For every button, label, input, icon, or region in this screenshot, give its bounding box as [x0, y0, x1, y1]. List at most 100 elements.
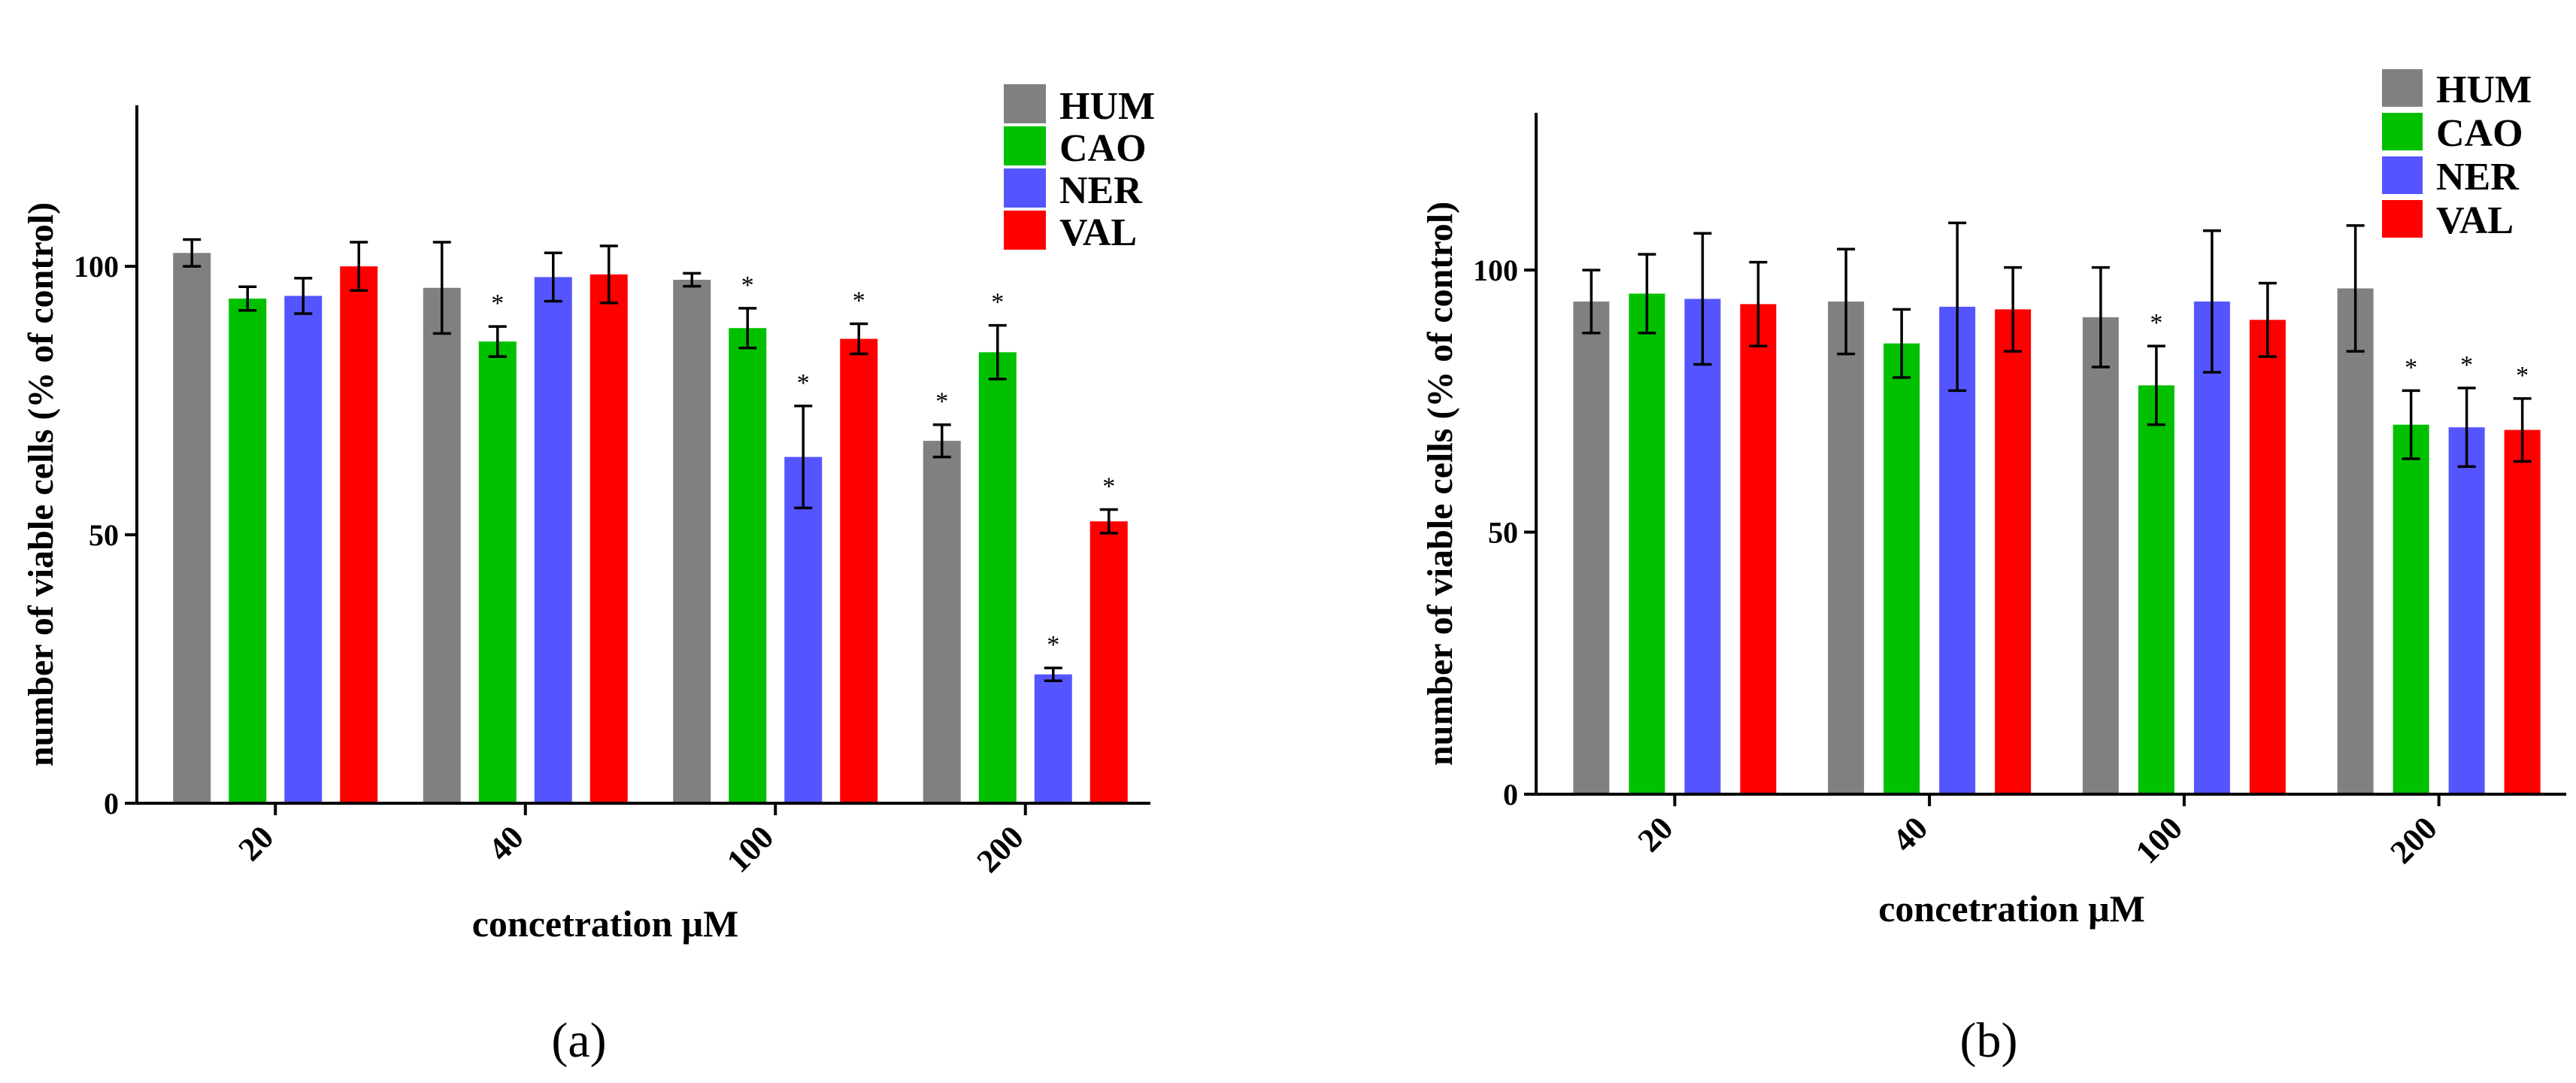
error-bar [432, 241, 451, 335]
error-bar [988, 323, 1007, 381]
chart-a-x-axis-title: concetration μM [472, 902, 739, 945]
chart-a-marks: * * * * * * * * [173, 238, 1128, 804]
error-bar [1948, 221, 1967, 393]
bar-hum [173, 253, 211, 803]
error-bar [2258, 281, 2277, 358]
error-bar [1693, 232, 1712, 366]
bar-ner [1684, 299, 1721, 794]
error-bar [2513, 397, 2532, 463]
legend-label-cao: CAO [2436, 112, 2523, 155]
y-tick-label: 0 [104, 787, 119, 821]
bar-ner [2448, 427, 2485, 794]
chart-panel-a: * * * * * * * * 0 50 100 20 40 100 200 number of via… [21, 84, 1155, 1068]
bar-val [2249, 320, 2286, 794]
bar-hum [1828, 301, 1865, 794]
bar-cao [478, 341, 517, 804]
legend-label-cao: CAO [1059, 127, 1147, 170]
bar-cao [729, 328, 767, 803]
legend-label-val: VAL [1059, 211, 1137, 254]
error-bar [2004, 265, 2023, 353]
chart-b-panel-label: (b) [1960, 1013, 2018, 1068]
y-tick-label: 0 [1503, 778, 1518, 811]
error-bar [350, 241, 368, 293]
chart-panel-b: * * * * 0 50 100 20 40 100 200 number of viable … [1288, 0, 2576, 1083]
chart-a-y-axis-title: number of viable cells (% of control) [21, 202, 61, 766]
significance-star: * [991, 289, 1004, 317]
significance-star: * [853, 287, 865, 315]
bar-hum [1573, 301, 1610, 794]
legend-swatch-hum [1004, 84, 1046, 123]
error-bar [1749, 260, 1768, 347]
error-bar [2091, 265, 2110, 369]
legend-swatch-val [1004, 211, 1046, 250]
chart-b-svg: * * * * 0 50 100 20 40 100 200 number of viable … [1420, 68, 2566, 1068]
error-bar [2402, 389, 2420, 460]
bar-val [1740, 304, 1777, 794]
error-bar [738, 307, 757, 350]
legend-label-ner: NER [2436, 156, 2520, 199]
y-tick-label: 100 [1473, 253, 1518, 287]
error-bar [1638, 253, 1656, 335]
error-bar [1099, 508, 1118, 535]
chart-b-y-ticks: 0 50 100 [1473, 253, 1536, 811]
x-tick-label: 200 [970, 818, 1031, 879]
error-bar [238, 285, 257, 312]
chart-b-axes [1535, 113, 2566, 796]
significance-star: * [797, 369, 810, 397]
error-bar [2147, 344, 2165, 426]
error-bar [932, 423, 951, 459]
bar-val [1089, 521, 1128, 803]
error-bar [183, 238, 202, 268]
error-bar [1044, 666, 1062, 682]
significance-star: * [935, 388, 948, 416]
x-tick-label: 20 [232, 818, 281, 868]
bar-hum [2337, 288, 2374, 794]
significance-star: * [2516, 362, 2529, 390]
significance-star: * [2460, 351, 2473, 379]
error-bar [599, 244, 618, 305]
legend-label-hum: HUM [1059, 85, 1155, 128]
chart-b-y-axis-title: number of viable cells (% of control) [1420, 202, 1460, 766]
y-tick-label: 50 [1488, 516, 1518, 550]
x-tick-label: 100 [2129, 809, 2190, 870]
x-tick-label: 40 [481, 818, 531, 868]
bar-hum [2082, 317, 2119, 794]
error-bar [683, 272, 702, 288]
bar-cao [1884, 343, 1920, 795]
bar-ner [2193, 301, 2230, 794]
bar-cao [2393, 424, 2429, 794]
significance-star: * [2405, 353, 2417, 381]
y-tick-label: 50 [89, 518, 119, 552]
legend-label-val: VAL [2436, 199, 2514, 242]
legend-swatch-ner [2382, 156, 2423, 194]
x-tick-label: 200 [2383, 809, 2444, 870]
bar-val [340, 266, 378, 804]
bar-cao [1629, 293, 1665, 794]
bar-ner [1034, 674, 1072, 803]
bar-val [2504, 429, 2541, 794]
significance-star: * [1047, 631, 1059, 659]
bar-ner [534, 277, 572, 803]
error-bar [794, 405, 813, 510]
chart-a-svg: * * * * * * * * 0 50 100 20 40 100 200 number of via… [21, 84, 1155, 1068]
error-bar [2202, 229, 2221, 374]
error-bar [2346, 224, 2365, 353]
legend-swatch-ner [1004, 168, 1046, 208]
error-bar [488, 325, 507, 358]
legend-swatch-cao [1004, 126, 1046, 165]
bar-ner [284, 296, 323, 803]
legend-swatch-hum [2382, 69, 2423, 107]
legend-label-hum: HUM [2436, 68, 2532, 111]
significance-star: * [1102, 473, 1115, 501]
y-tick-label: 100 [74, 250, 119, 284]
error-bar [850, 322, 868, 356]
x-tick-label: 40 [1885, 809, 1935, 859]
error-bar [1837, 247, 1856, 356]
chart-a-y-ticks: 0 50 100 [74, 250, 137, 821]
error-bar [2457, 387, 2476, 469]
chart-a-x-ticks: 20 40 100 200 [232, 803, 1031, 880]
bar-val [840, 338, 878, 803]
error-bar [1582, 268, 1601, 335]
